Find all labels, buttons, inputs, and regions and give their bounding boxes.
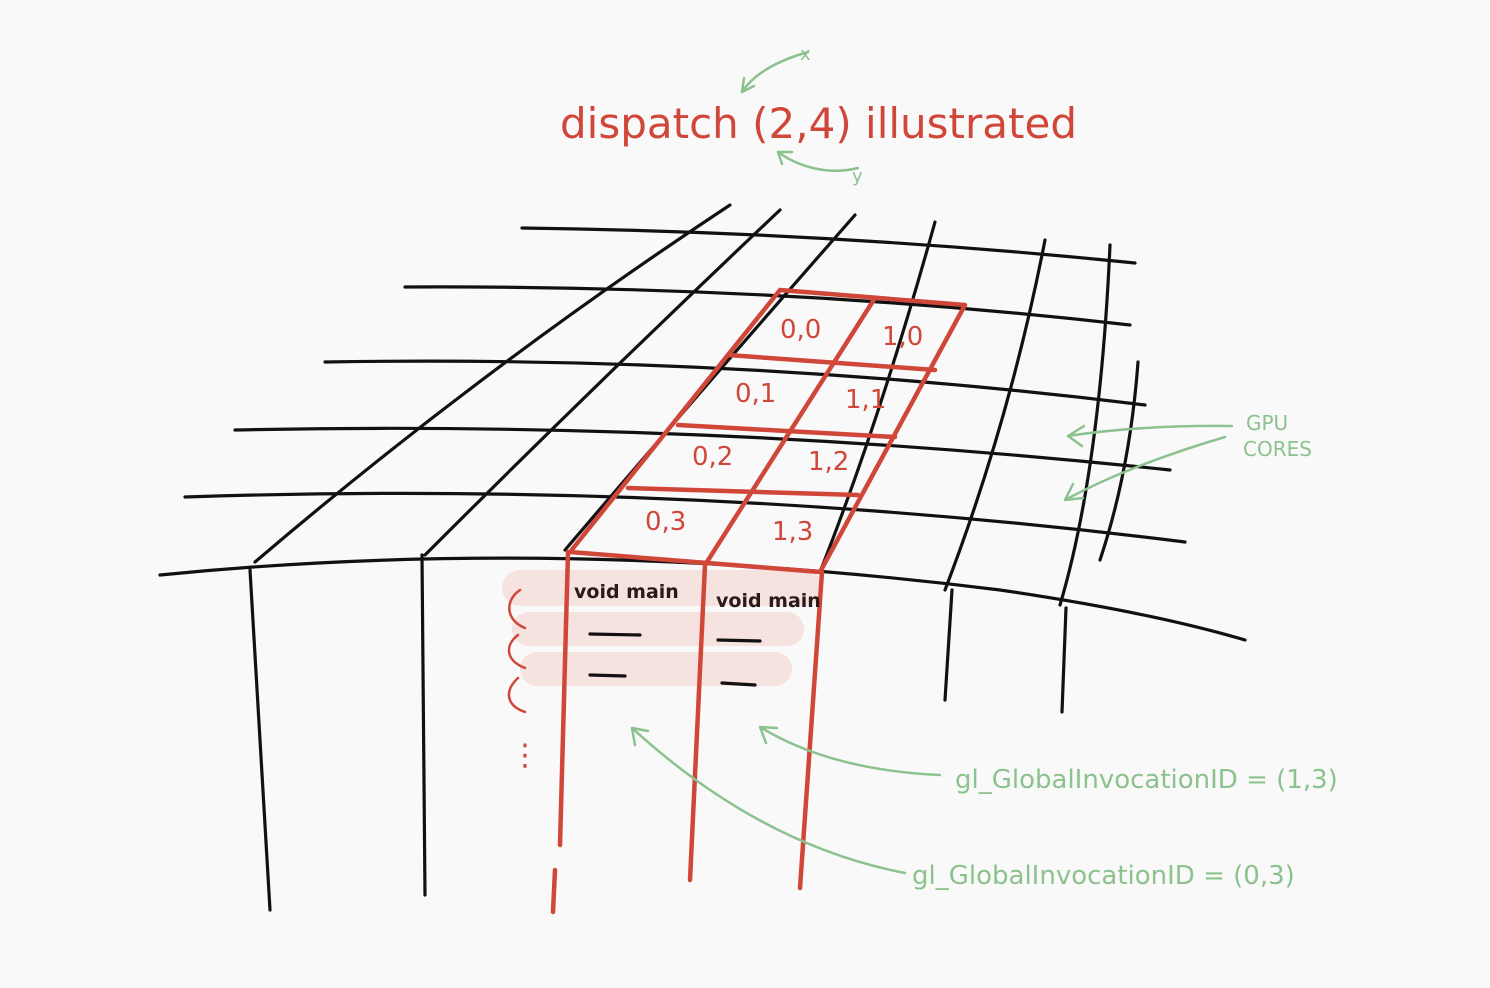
invocation-arrow-0-3 (630, 726, 907, 875)
gpu-arrow-1 (1066, 424, 1234, 448)
cell-0-1: 0,1 (735, 379, 776, 409)
dispatch-region (550, 287, 968, 915)
loop-arrows (507, 588, 527, 714)
cell-labels: 0,0 1,0 0,1 1,1 0,2 1,2 0,3 1,3 (645, 315, 923, 547)
y-arrow (776, 150, 860, 172)
y-axis-label: y (852, 166, 863, 187)
invocation-arrow-1-3 (758, 725, 942, 777)
shader-code-highlight (502, 570, 822, 686)
diagram-title: dispatch (2,4) illustrated (560, 99, 1077, 148)
cell-1-0: 1,0 (882, 322, 923, 352)
code-lines (588, 632, 762, 687)
cell-0-3: 0,3 (645, 507, 686, 537)
shader-label-0: void main (574, 581, 679, 603)
cell-1-1: 1,1 (845, 385, 886, 415)
ellipsis: ⋮ (510, 738, 540, 773)
x-axis-label: x (800, 44, 811, 65)
gpu-core-grid (158, 203, 1247, 912)
cell-1-3: 1,3 (772, 517, 813, 547)
x-arrow (740, 50, 810, 94)
gpu-label-line2: CORES (1243, 437, 1312, 461)
shader-label-1: void main (716, 590, 821, 612)
cell-1-2: 1,2 (808, 447, 849, 477)
cell-0-2: 0,2 (692, 442, 733, 472)
gpu-arrow-2 (1063, 435, 1227, 502)
invocation-label-0-3: gl_GlobalInvocationID = (0,3) (912, 861, 1295, 891)
cell-0-0: 0,0 (780, 315, 821, 345)
invocation-label-1-3: gl_GlobalInvocationID = (1,3) (955, 765, 1338, 795)
gpu-label-line1: GPU (1246, 411, 1288, 435)
